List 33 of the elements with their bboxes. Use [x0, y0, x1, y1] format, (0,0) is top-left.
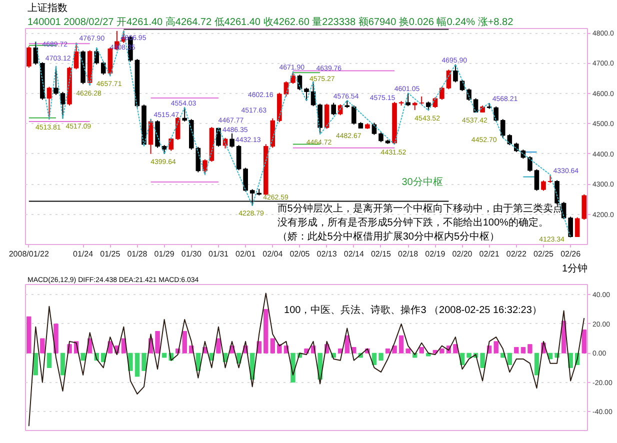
bar [466, 352, 472, 358]
bar [33, 352, 38, 376]
annotation: 100，中医、兵法、诗歌、操作3 （2008-02-25 16:32:23） [284, 304, 542, 316]
bar [385, 348, 390, 354]
bar [128, 352, 133, 371]
bar [534, 352, 540, 376]
bar [155, 330, 160, 354]
bar [142, 352, 146, 371]
bar [514, 347, 519, 354]
bar [520, 347, 526, 354]
bar [134, 352, 140, 377]
bar [398, 335, 404, 354]
line-series [28, 292, 585, 427]
bar [80, 352, 86, 361]
bar [277, 344, 282, 354]
bar [216, 338, 221, 354]
bar [528, 344, 532, 354]
bar [162, 352, 167, 358]
bar [54, 324, 58, 354]
bar [480, 352, 485, 368]
bar [582, 330, 586, 354]
bar [101, 352, 106, 362]
bar [453, 344, 458, 354]
bar [419, 347, 424, 354]
bar [440, 348, 444, 354]
bar [40, 338, 45, 354]
bar [392, 346, 397, 354]
bar [46, 352, 52, 368]
bar [26, 316, 32, 354]
bar [60, 352, 66, 376]
bar [494, 341, 498, 354]
bar [378, 352, 384, 361]
bar [406, 348, 410, 354]
